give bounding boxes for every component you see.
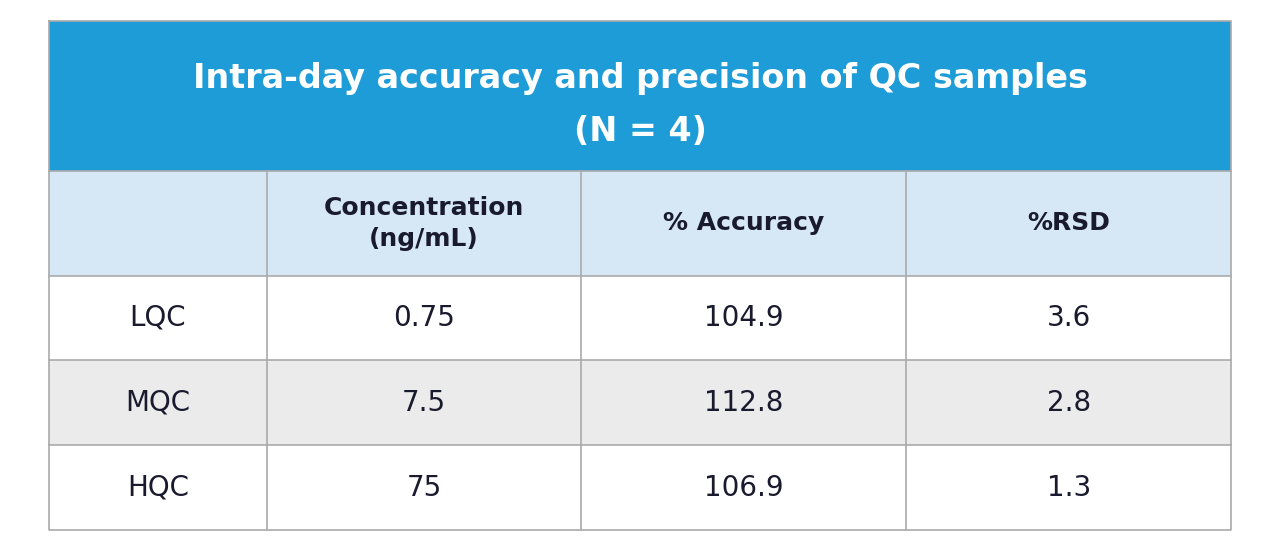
Text: Intra-day accuracy and precision of QC samples: Intra-day accuracy and precision of QC s… (192, 62, 1088, 95)
Text: 2.8: 2.8 (1047, 389, 1091, 417)
Text: HQC: HQC (127, 474, 189, 501)
Text: 7.5: 7.5 (402, 389, 447, 417)
Text: 3.6: 3.6 (1047, 304, 1091, 332)
Text: (N = 4): (N = 4) (573, 115, 707, 148)
Text: % Accuracy: % Accuracy (663, 212, 824, 235)
Bar (49, 445, 1231, 530)
Text: MQC: MQC (125, 389, 191, 417)
Text: LQC: LQC (129, 304, 187, 332)
Bar (49, 21, 1231, 171)
Text: 1.3: 1.3 (1047, 474, 1091, 501)
Text: 0.75: 0.75 (393, 304, 456, 332)
Text: 106.9: 106.9 (704, 474, 783, 501)
Text: 75: 75 (407, 474, 442, 501)
Bar (49, 360, 1231, 445)
Bar (49, 171, 1231, 276)
Text: 104.9: 104.9 (704, 304, 783, 332)
Text: 112.8: 112.8 (704, 389, 783, 417)
Bar (49, 276, 1231, 360)
Text: Concentration
(ng/mL): Concentration (ng/mL) (324, 196, 525, 251)
Text: %RSD: %RSD (1028, 212, 1110, 235)
